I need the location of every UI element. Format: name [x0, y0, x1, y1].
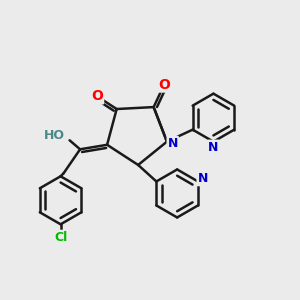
Text: N: N	[197, 172, 208, 185]
Text: N: N	[208, 141, 219, 154]
Text: Cl: Cl	[54, 231, 67, 244]
Text: O: O	[91, 89, 103, 103]
Text: HO: HO	[44, 129, 65, 142]
Text: O: O	[158, 78, 170, 92]
Text: N: N	[167, 137, 178, 150]
